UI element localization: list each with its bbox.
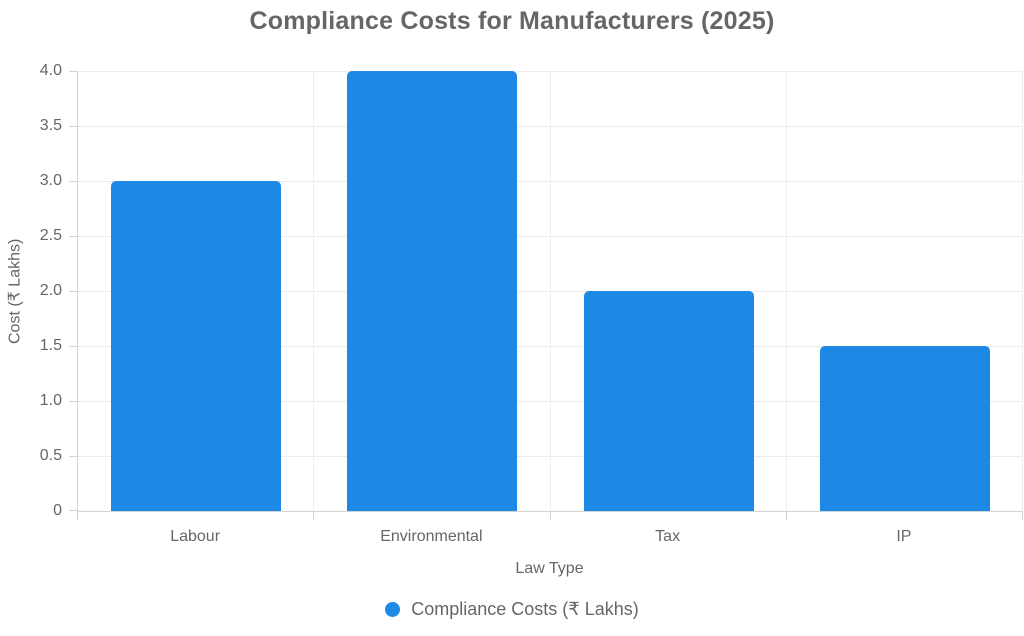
y-tick-label: 1.5: [39, 337, 62, 354]
y-gridline-1.5: [78, 346, 1023, 347]
x-tickmark-boundary-3: [785, 512, 787, 520]
x-gridline-boundary-2: [549, 71, 551, 511]
bar-tax[interactable]: [583, 291, 754, 511]
bar-ip[interactable]: [819, 346, 990, 511]
y-tick-label: 3.5: [39, 117, 62, 134]
y-tick-label: 1.0: [39, 392, 62, 409]
y-tick-label: 0: [53, 502, 62, 519]
x-gridline-boundary-3: [785, 71, 787, 511]
y-gridline-0.5: [78, 456, 1023, 457]
legend-label: Compliance Costs (₹ Lakhs): [411, 599, 639, 619]
y-gridline-2.0: [78, 291, 1023, 292]
y-tick-label: 2.5: [39, 227, 62, 244]
x-tickmark-boundary-4: [1022, 512, 1023, 520]
y-tickmark-0: [69, 510, 77, 511]
x-tickmark-boundary-2: [549, 512, 551, 520]
x-tick-label-environmental: Environmental: [380, 528, 483, 545]
chart-title: Compliance Costs for Manufacturers (2025…: [249, 7, 775, 35]
x-tickmark-boundary-0: [77, 512, 78, 520]
y-tickmark-4.0: [69, 71, 77, 72]
x-axis-title: Law Type: [515, 560, 584, 577]
y-tick-label: 4.0: [39, 62, 62, 79]
legend-item[interactable]: Compliance Costs (₹ Lakhs): [0, 599, 1024, 620]
y-tickmark-3.5: [69, 126, 77, 127]
y-tickmark-3.0: [69, 181, 77, 182]
y-gridline-3.0: [78, 181, 1023, 182]
x-gridline-boundary-1: [313, 71, 315, 511]
plot-area: [69, 71, 1023, 520]
y-gridline-3.5: [78, 126, 1023, 127]
bar-labour[interactable]: [111, 181, 282, 511]
y-tick-label: 2.0: [39, 282, 62, 299]
y-tickmark-2.5: [69, 236, 77, 237]
y-axis-tick-labels: 0 0.5 1.0 1.5 2.0 2.5 3.0 3.5 4.0: [0, 63, 62, 519]
y-tick-label: 0.5: [39, 447, 62, 464]
legend-marker-circle: [385, 602, 401, 617]
x-tick-label-labour: Labour: [170, 528, 221, 545]
y-tick-label: 3.0: [39, 172, 62, 189]
y-gridline-1.0: [78, 401, 1023, 402]
x-tick-label-ip: IP: [896, 528, 912, 545]
y-tickmark-1.0: [69, 401, 77, 402]
y-gridline-2.5: [78, 236, 1023, 237]
bar-environmental[interactable]: [347, 71, 518, 511]
y-tickmark-0.5: [69, 456, 77, 457]
x-axis-tick-labels: Labour Environmental Tax IP: [77, 528, 1022, 548]
y-tickmark-2.0: [69, 291, 77, 292]
x-tick-label-tax: Tax: [655, 528, 681, 545]
y-gridline-4.0: [78, 71, 1023, 72]
x-tickmark-boundary-1: [313, 512, 315, 520]
x-gridline-boundary-4: [1022, 71, 1023, 511]
y-tickmark-1.5: [69, 346, 77, 347]
